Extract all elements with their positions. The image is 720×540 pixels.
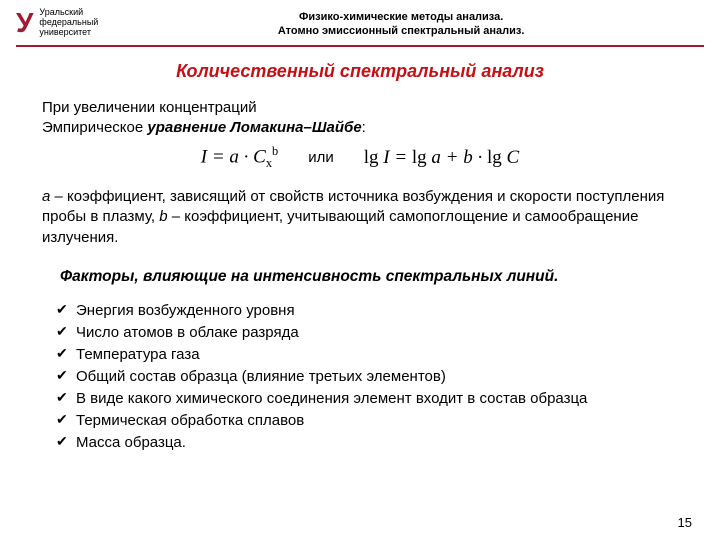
header-titles: Физико-химические методы анализа. Атомно… [98,8,704,39]
intro-line2-prefix: Эмпирическое [42,119,147,136]
list-item: В виде какого химического соединения эле… [56,388,678,409]
logo-line2: федеральный [39,17,98,27]
equation-2: lg I = lg a + b · lg C [364,147,520,169]
coefficient-description: a – коэффициент, зависящий от свойств ис… [42,187,678,248]
list-item: Общий состав образца (влияние третьих эл… [56,366,678,387]
logo-line3: университет [39,27,91,37]
header-title-line1: Физико-химические методы анализа. [299,11,503,23]
list-item: Температура газа [56,344,678,365]
factors-title: Факторы, влияющие на интенсивность спект… [42,268,678,286]
header-title-line2: Атомно эмиссионный спектральный анализ. [278,25,525,37]
logo-line1: Уральский [39,7,83,17]
logo-text: Уральский федеральный университет [39,8,98,38]
slide-body: Количественный спектральный анализ При у… [0,47,720,453]
slide-header: У Уральский федеральный университет Физи… [0,0,720,43]
page-number: 15 [678,515,692,530]
list-item: Термическая обработка сплавов [56,410,678,431]
list-item: Энергия возбужденного уровня [56,300,678,321]
intro-line2-bold: уравнение Ломакина–Шайбе [147,119,361,136]
equation-row: I = a · Cxb или lg I = lg a + b · lg C [42,144,678,171]
list-item: Число атомов в облаке разряда [56,322,678,343]
factors-list: Энергия возбужденного уровня Число атомо… [42,300,678,453]
list-item: Масса образца. [56,432,678,453]
slide-title: Количественный спектральный анализ [42,61,678,82]
logo-block: У Уральский федеральный университет [16,8,98,38]
equation-or: или [308,149,334,166]
intro-line1: При увеличении концентраций [42,99,257,116]
intro-block: При увеличении концентраций Эмпирическое… [42,98,678,139]
equation-1: I = a · Cxb [201,144,278,171]
logo-letter: У [16,9,33,37]
intro-line2-suffix: : [362,119,366,136]
